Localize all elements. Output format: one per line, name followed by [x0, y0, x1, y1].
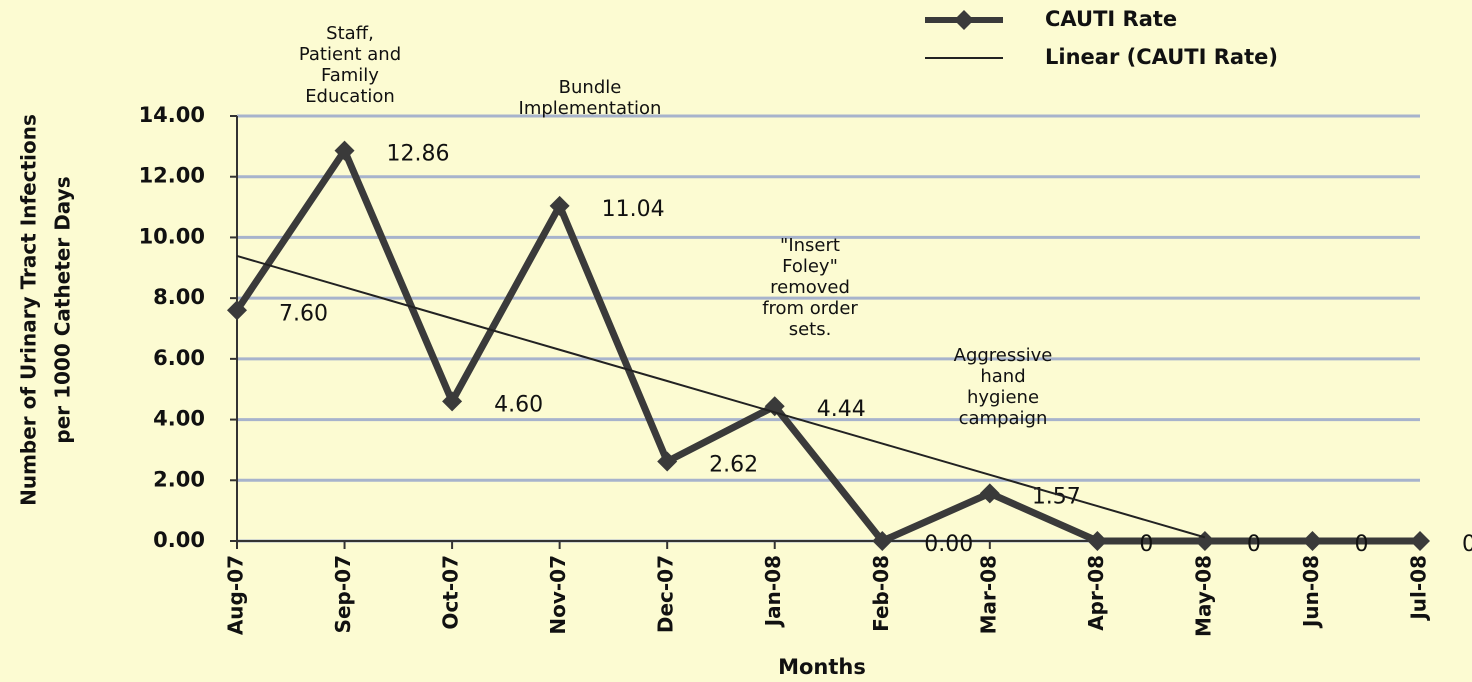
data-label: 2.62 [709, 452, 758, 477]
y-tick-label: 10.00 [139, 224, 205, 248]
y-tick-label: 0.00 [153, 528, 205, 552]
data-label: 0 [1139, 532, 1153, 557]
x-tick-label: Jun-08 [1299, 555, 1323, 629]
annotation: Education [305, 86, 395, 107]
x-tick-label: Dec-07 [654, 555, 678, 633]
annotation: "Insert [780, 235, 840, 256]
annotation: removed [770, 277, 850, 298]
y-tick-label: 12.00 [139, 164, 205, 188]
x-tick-label: Feb-08 [869, 555, 893, 632]
x-tick-label: Jan-08 [761, 555, 785, 628]
annotation: hand [980, 366, 1025, 387]
annotation: from order [762, 298, 858, 319]
marker [872, 531, 893, 551]
data-label: 4.44 [817, 397, 866, 422]
y-tick-label: 2.00 [153, 467, 205, 491]
legend-marker [954, 10, 974, 30]
data-label: 0.00 [924, 532, 973, 557]
y-axis-title: per 1000 Catheter Days [51, 176, 75, 443]
x-tick-label: Oct-07 [439, 555, 463, 630]
legend-label: Linear (CAUTI Rate) [1045, 45, 1278, 69]
x-tick-label: Nov-07 [546, 555, 570, 635]
data-label: 7.60 [279, 301, 328, 326]
marker [1302, 531, 1323, 551]
data-label: 1.57 [1032, 484, 1081, 509]
x-axis-title: Months [778, 655, 866, 679]
data-line [234, 143, 1420, 546]
x-tick-label: Jul-08 [1407, 555, 1431, 622]
y-tick-label: 14.00 [139, 103, 205, 127]
data-label: 4.60 [494, 392, 543, 417]
annotation: Patient and [299, 44, 401, 65]
annotation: Staff, [326, 23, 374, 44]
x-tick-label: Mar-08 [976, 555, 1000, 634]
x-tick-label: May-08 [1191, 555, 1215, 637]
x-tick-label: Sep-07 [331, 555, 355, 633]
marker [334, 140, 355, 161]
annotation: Foley" [782, 256, 838, 277]
annotation: Aggressive [954, 345, 1053, 366]
y-axis-title: Number of Urinary Tract Infections [17, 114, 41, 506]
annotation: Bundle [559, 77, 622, 98]
data-label: 0 [1354, 532, 1368, 557]
x-tick-label: Apr-08 [1084, 555, 1108, 631]
annotation: Implementation [519, 98, 662, 119]
marker [979, 483, 1000, 504]
annotation: campaign [959, 408, 1048, 429]
marker [1087, 531, 1108, 551]
marker [549, 195, 570, 216]
marker [227, 300, 247, 321]
annotation: sets. [789, 319, 832, 340]
legend-label: CAUTI Rate [1045, 7, 1177, 31]
data-label: 12.86 [387, 142, 450, 167]
marker [1410, 531, 1430, 551]
annotation: hygiene [967, 387, 1039, 408]
y-tick-label: 8.00 [153, 285, 205, 309]
marker [442, 391, 463, 412]
trend-line [236, 254, 1206, 539]
x-tick-label: Aug-07 [224, 555, 248, 635]
y-tick-label: 6.00 [153, 346, 205, 370]
data-label: 0 [1247, 532, 1261, 557]
marker [657, 451, 678, 472]
annotation: Family [321, 65, 379, 86]
data-label: 11.04 [602, 197, 665, 222]
y-tick-label: 4.00 [153, 407, 205, 431]
data-label: 0 [1462, 532, 1472, 557]
